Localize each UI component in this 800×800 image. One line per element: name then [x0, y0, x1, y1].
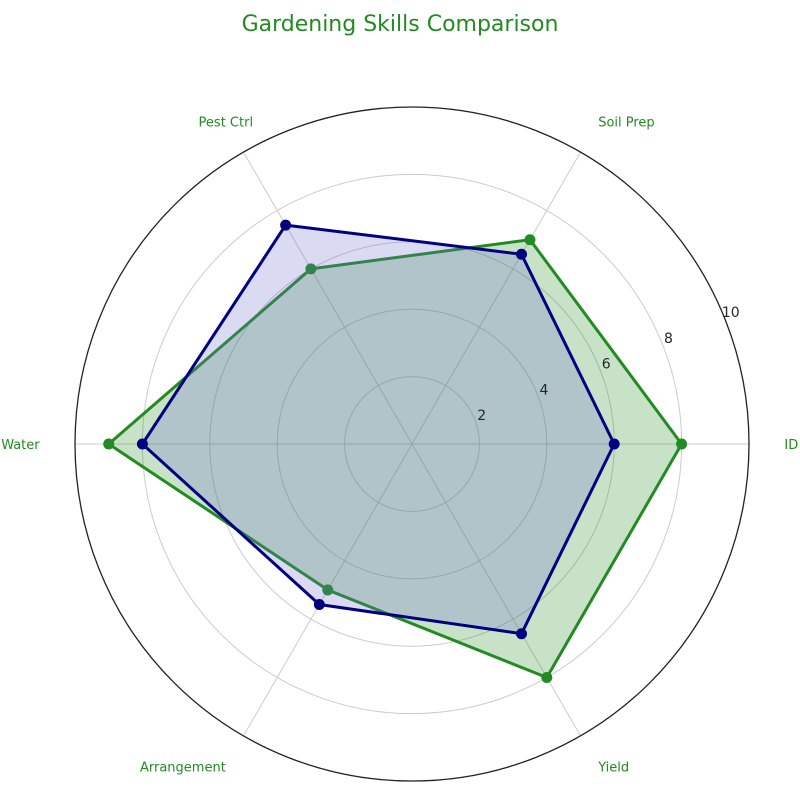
category-label-3: Eff Water [0, 438, 40, 453]
series-0-point-0 [676, 438, 688, 450]
spoke-1 [411, 151, 581, 445]
category-label-2: Pest Ctrl [199, 116, 254, 131]
r-tick-label-6: 6 [602, 357, 611, 373]
series-0-point-5 [541, 671, 553, 683]
series-1-point-5 [516, 628, 528, 640]
r-tick-label-2: 2 [477, 408, 486, 424]
chart-title: Gardening Skills Comparison [242, 12, 559, 37]
category-label-0: ID [784, 438, 798, 453]
series-1-point-4 [313, 599, 325, 611]
outer-circle [74, 106, 750, 782]
category-label-1: Soil Prep [598, 116, 654, 131]
spoke-5 [411, 443, 581, 737]
series-1-point-1 [516, 248, 528, 260]
series-0-point-3 [103, 438, 115, 450]
r-tick-label-8: 8 [664, 331, 673, 347]
series-1-point-2 [280, 219, 292, 231]
category-label-4: Arrangement [140, 760, 226, 775]
r-tick-label-4: 4 [539, 382, 548, 398]
series-layer [103, 219, 688, 683]
label-layer: ID Soil Prep Pest Ctrl Eff Water Arrangement… [0, 116, 798, 776]
spoke-2 [243, 151, 413, 445]
r-tick-label-10: 10 [722, 305, 740, 321]
series-0-point-1 [524, 234, 536, 246]
series-0-area [108, 239, 682, 678]
series-1-point-0 [608, 438, 620, 450]
series-1-area [142, 225, 615, 634]
series-1-point-3 [136, 438, 148, 450]
series-0-point-4 [322, 584, 334, 596]
category-label-5: Yield [597, 760, 629, 775]
series-0-point-2 [305, 263, 317, 275]
